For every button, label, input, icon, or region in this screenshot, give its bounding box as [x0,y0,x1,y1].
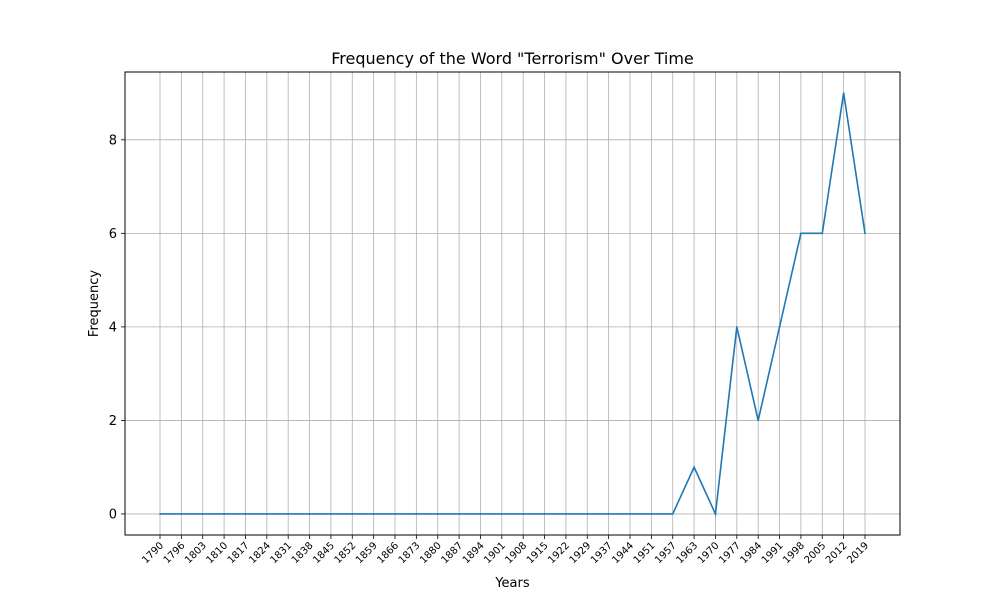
data-point [543,513,546,515]
data-point [607,513,610,515]
data-point [415,513,418,515]
data-point [501,513,503,515]
y-tick-label: 8 [109,133,117,148]
data-point [180,513,183,515]
chart-title: Frequency of the Word "Terrorism" Over T… [331,49,694,68]
data-point [650,513,653,515]
plot-frame [124,71,901,536]
data-point [394,513,396,515]
data-point [201,513,204,515]
data-point [864,232,866,235]
y-tick-label: 6 [109,227,117,242]
x-axis-label: Years [494,576,530,591]
data-point [736,326,738,328]
data-point [821,232,824,235]
data-point [800,232,802,235]
data-point [223,513,225,515]
data-point [266,513,268,515]
y-axis: 0 2 4 6 8 [109,133,125,522]
y-tick-label: 0 [109,507,117,522]
data-point [308,513,311,515]
y-tick-label: 4 [109,320,117,335]
data-point [565,513,567,515]
data-point [757,419,759,422]
data-point [330,513,332,515]
data-point [671,513,674,515]
data-point [778,326,781,328]
data-point [586,513,589,515]
data-point [436,513,439,515]
data-point [522,513,524,515]
y-axis-label: Frequency [87,270,102,337]
data-point [714,513,717,515]
data-point [372,513,375,515]
data-point [479,513,482,515]
series-line [160,92,866,517]
y-tick-label: 2 [109,414,117,429]
data-point [842,92,845,94]
series-layer [159,92,866,517]
data-point [693,466,695,468]
data-point [351,513,354,515]
data-point [244,513,247,515]
data-point [458,513,460,515]
data-point [629,513,631,515]
data-point [159,513,161,515]
data-point [287,513,289,515]
grid [125,72,900,535]
